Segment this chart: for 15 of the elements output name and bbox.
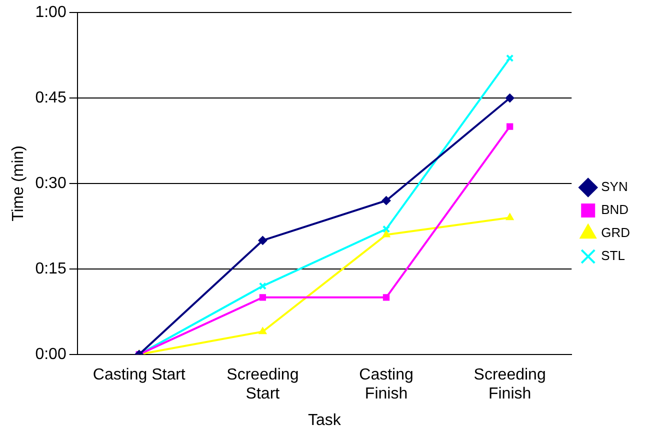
x-tick-label: Screeding Finish (474, 366, 546, 403)
legend-label: STL (601, 248, 625, 264)
y-axis-title: Time (min) (10, 146, 28, 222)
legend-label: BND (601, 202, 629, 218)
y-tick-label: 0:30 (35, 174, 66, 192)
y-tick-label: 0:45 (35, 89, 66, 106)
legend-label: SYN (601, 179, 628, 194)
y-tick-label: 0:00 (35, 346, 66, 363)
x-tick-label: Casting Finish (359, 366, 414, 403)
y-tick-label: 1:00 (35, 4, 66, 22)
x-tick-label: Casting Start (92, 366, 186, 384)
legend-label: GRD (601, 225, 630, 240)
y-tick-label: 0:15 (35, 260, 66, 278)
x-tick-label: Screeding Start (226, 366, 299, 403)
x-axis-title: Task (308, 412, 342, 429)
